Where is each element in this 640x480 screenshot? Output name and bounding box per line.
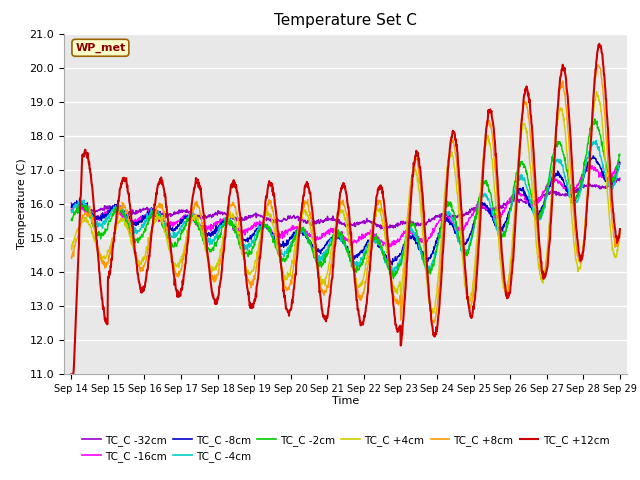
TC_C +4cm bbox=[176, 259, 184, 264]
TC_C -8cm bbox=[616, 159, 624, 165]
TC_C -8cm bbox=[503, 217, 511, 223]
TC_C -8cm bbox=[431, 242, 439, 248]
TC_C +12cm bbox=[502, 293, 510, 299]
TC_C +12cm bbox=[67, 372, 75, 377]
TC_C +12cm bbox=[176, 291, 184, 297]
TC_C -32cm bbox=[189, 211, 197, 216]
TC_C +12cm bbox=[189, 191, 197, 197]
TC_C +12cm bbox=[251, 296, 259, 302]
TC_C -4cm bbox=[251, 233, 259, 239]
Line: TC_C -16cm: TC_C -16cm bbox=[71, 161, 620, 247]
TC_C -8cm bbox=[589, 153, 597, 159]
TC_C +8cm bbox=[430, 320, 438, 326]
TC_C -4cm bbox=[592, 138, 600, 144]
TC_C -16cm bbox=[384, 244, 392, 250]
TC_C -16cm bbox=[551, 178, 559, 183]
TC_C +4cm bbox=[616, 229, 624, 235]
TC_C +4cm bbox=[431, 303, 439, 309]
TC_C -2cm bbox=[503, 220, 511, 226]
TC_C -32cm bbox=[251, 212, 259, 217]
TC_C -8cm bbox=[176, 219, 184, 225]
Title: Temperature Set C: Temperature Set C bbox=[274, 13, 417, 28]
Legend: TC_C -32cm, TC_C -16cm, TC_C -8cm, TC_C -4cm, TC_C -2cm, TC_C +4cm, TC_C +8cm, T: TC_C -32cm, TC_C -16cm, TC_C -8cm, TC_C … bbox=[77, 431, 614, 466]
Line: TC_C -32cm: TC_C -32cm bbox=[71, 178, 620, 229]
TC_C +12cm bbox=[431, 334, 438, 339]
TC_C -32cm bbox=[503, 200, 511, 206]
TC_C -32cm bbox=[383, 227, 391, 232]
Line: TC_C -8cm: TC_C -8cm bbox=[71, 156, 620, 265]
Line: TC_C +12cm: TC_C +12cm bbox=[71, 44, 620, 374]
TC_C -32cm bbox=[67, 200, 75, 206]
TC_C +12cm bbox=[551, 155, 559, 161]
TC_C +8cm bbox=[189, 204, 197, 210]
TC_C +8cm bbox=[431, 318, 439, 324]
X-axis label: Time: Time bbox=[332, 396, 359, 406]
TC_C -2cm bbox=[431, 255, 439, 261]
TC_C -2cm bbox=[616, 151, 624, 157]
Line: TC_C +8cm: TC_C +8cm bbox=[71, 65, 620, 323]
Y-axis label: Temperature (C): Temperature (C) bbox=[17, 158, 27, 250]
TC_C +8cm bbox=[67, 254, 75, 260]
TC_C -32cm bbox=[616, 175, 624, 181]
TC_C -2cm bbox=[176, 237, 184, 242]
TC_C -2cm bbox=[591, 116, 598, 122]
TC_C +8cm bbox=[176, 269, 184, 275]
TC_C -16cm bbox=[67, 206, 75, 212]
TC_C -16cm bbox=[431, 225, 439, 231]
TC_C +8cm bbox=[503, 288, 511, 294]
Line: TC_C -4cm: TC_C -4cm bbox=[71, 141, 620, 274]
TC_C +4cm bbox=[251, 261, 259, 267]
TC_C -4cm bbox=[67, 208, 75, 214]
TC_C -8cm bbox=[67, 204, 75, 210]
TC_C -8cm bbox=[189, 216, 197, 222]
TC_C -32cm bbox=[176, 210, 184, 216]
TC_C -2cm bbox=[551, 143, 559, 149]
TC_C -16cm bbox=[503, 202, 511, 207]
Line: TC_C +4cm: TC_C +4cm bbox=[71, 92, 620, 314]
TC_C +12cm bbox=[616, 226, 624, 232]
TC_C +4cm bbox=[428, 311, 435, 317]
TC_C -32cm bbox=[551, 190, 559, 196]
TC_C -4cm bbox=[431, 250, 439, 256]
TC_C -16cm bbox=[616, 161, 624, 167]
TC_C -4cm bbox=[390, 271, 397, 277]
TC_C -16cm bbox=[615, 158, 623, 164]
TC_C -8cm bbox=[388, 262, 396, 268]
TC_C +4cm bbox=[67, 245, 75, 251]
TC_C -16cm bbox=[176, 217, 184, 223]
Line: TC_C -2cm: TC_C -2cm bbox=[71, 119, 620, 279]
TC_C +8cm bbox=[594, 62, 602, 68]
TC_C -32cm bbox=[431, 214, 439, 219]
TC_C -8cm bbox=[251, 229, 259, 235]
TC_C -4cm bbox=[616, 161, 624, 167]
TC_C +8cm bbox=[616, 227, 624, 233]
TC_C -16cm bbox=[251, 220, 259, 226]
TC_C -2cm bbox=[67, 217, 75, 223]
TC_C +4cm bbox=[189, 216, 197, 222]
TC_C +12cm bbox=[595, 41, 603, 47]
TC_C -2cm bbox=[189, 215, 197, 220]
TC_C -4cm bbox=[503, 225, 511, 230]
TC_C +4cm bbox=[593, 89, 600, 95]
TC_C -2cm bbox=[390, 276, 397, 282]
TC_C -2cm bbox=[251, 242, 259, 248]
Text: WP_met: WP_met bbox=[76, 43, 125, 53]
TC_C -16cm bbox=[189, 218, 197, 224]
TC_C +8cm bbox=[251, 276, 259, 282]
TC_C -4cm bbox=[189, 209, 197, 215]
TC_C +4cm bbox=[551, 142, 559, 148]
TC_C +4cm bbox=[503, 287, 511, 292]
TC_C -4cm bbox=[551, 160, 559, 166]
TC_C +8cm bbox=[551, 137, 559, 143]
TC_C -4cm bbox=[176, 228, 184, 234]
TC_C -8cm bbox=[551, 172, 559, 178]
